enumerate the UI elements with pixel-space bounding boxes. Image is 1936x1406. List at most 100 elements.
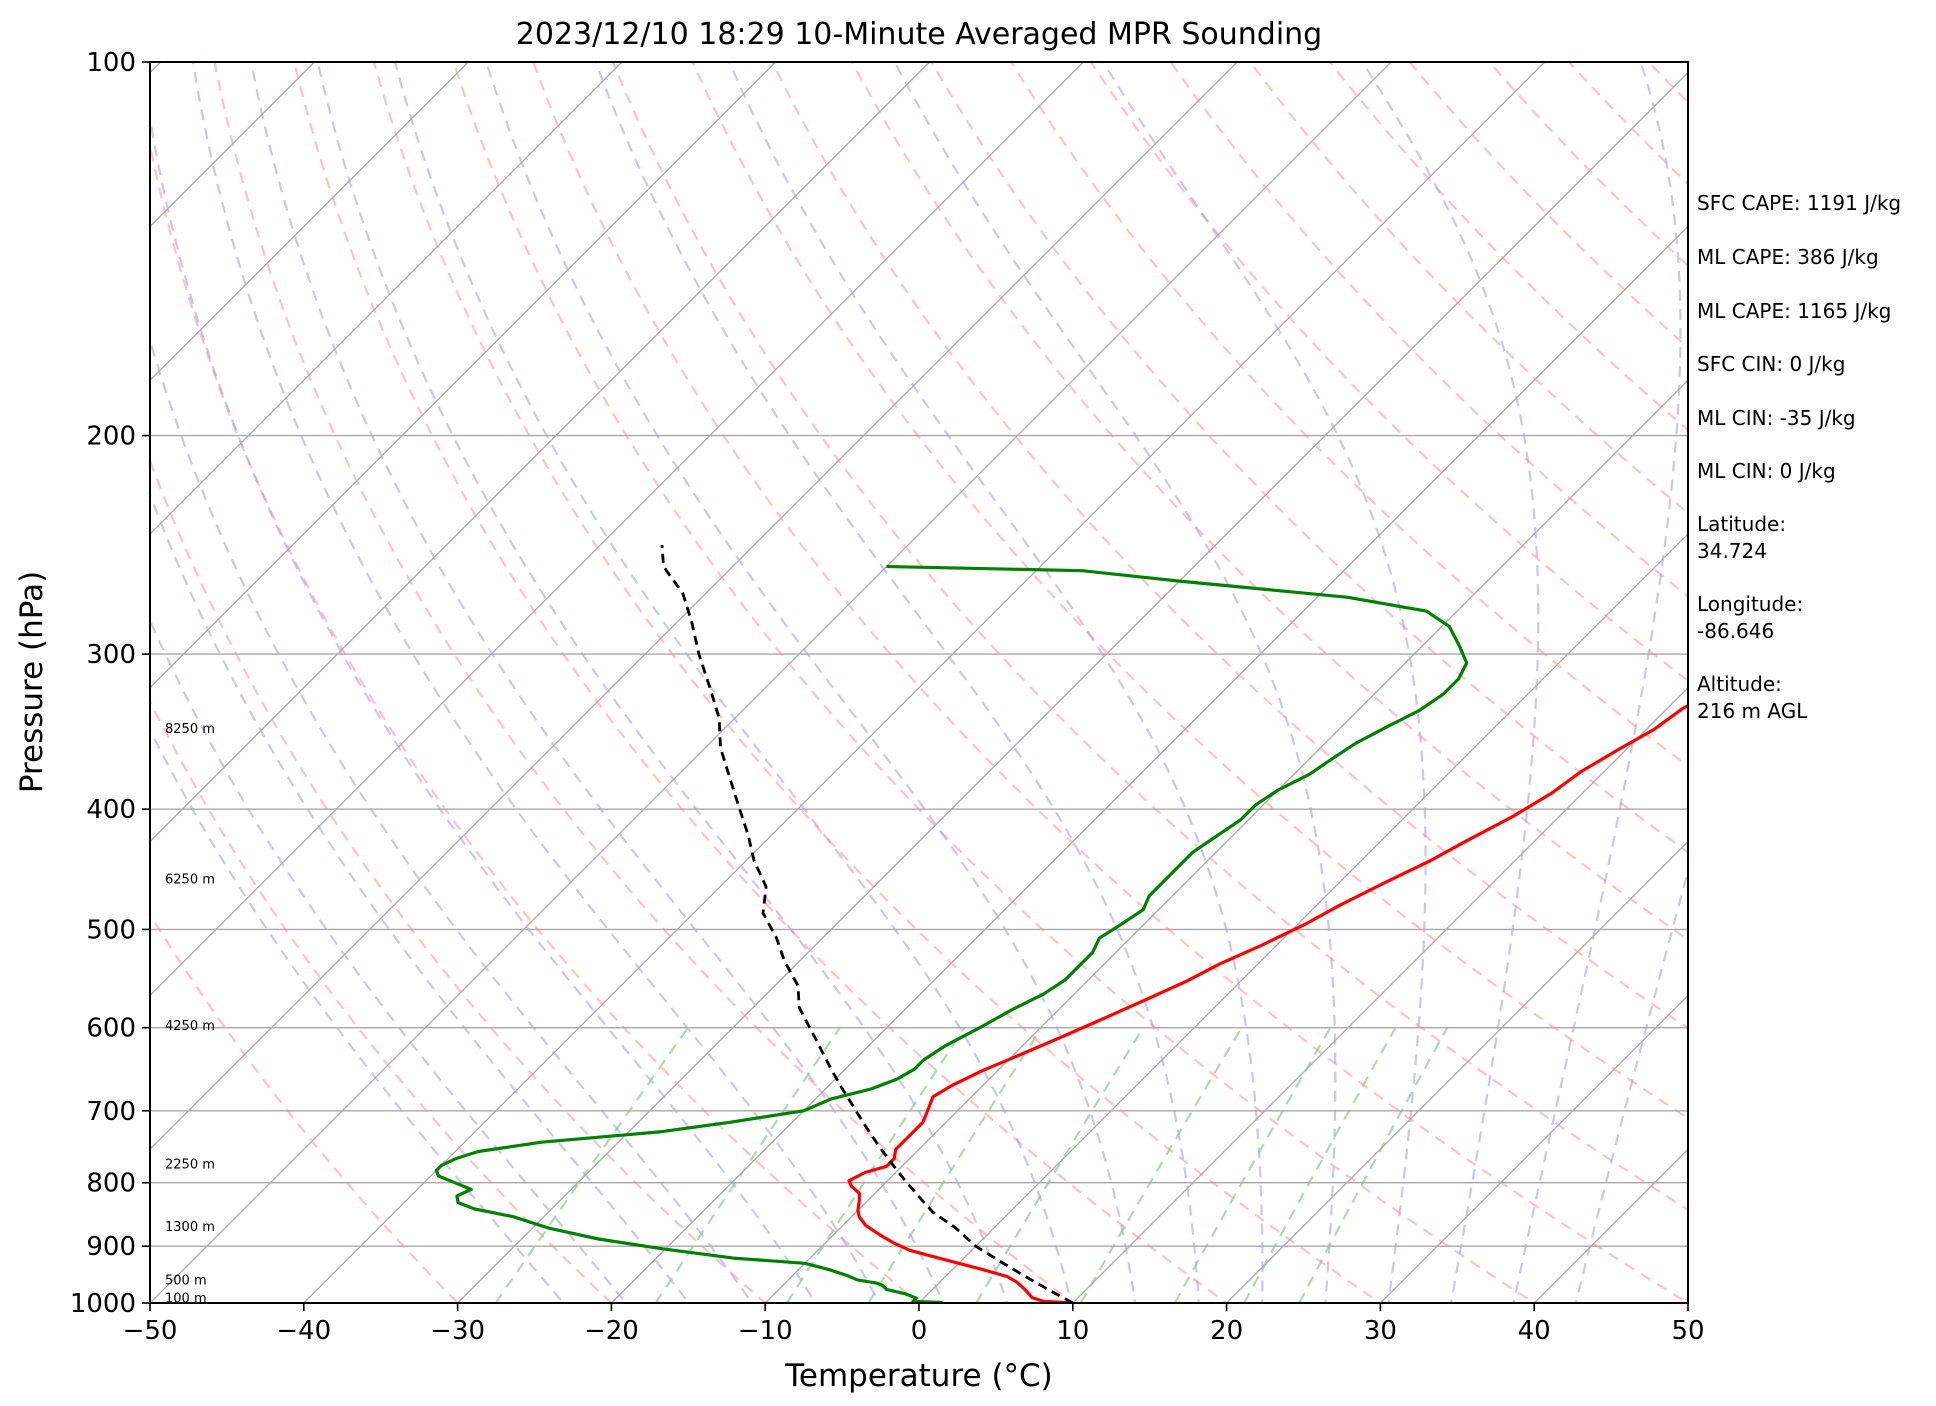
y-axis-label: Pressure (hPa) [14,571,50,793]
isotherm [303,62,1546,1303]
chart-title: 2023/12/10 18:29 10-Minute Averaged MPR … [516,17,1322,52]
mixing-ratio-line [786,1027,966,1303]
dry-adiabat [611,62,1688,1212]
isotherm [1226,840,1688,1303]
dry-adiabat [771,62,1688,1030]
isotherm [918,533,1688,1303]
height-label: 500 m [165,1273,207,1288]
dry-adiabat [150,457,767,1303]
mixing-ratio-line [1243,1027,1397,1303]
mixing-ratio-line [975,1027,1145,1303]
moist-adiabat [594,62,1200,1303]
x-tick-label: −40 [276,1316,331,1346]
y-axis: 1000 900 800 700 600 500 400 300 200 100 [70,48,150,1319]
mixing-ratio-line [1298,1027,1449,1303]
sfc-cape: SFC CAPE: 1191 J/kg [1697,191,1901,215]
isotherm [150,62,623,535]
altitude-value: 216 m AGL [1697,699,1808,723]
isotherm [0,62,7,1303]
mixing-ratio-line [1079,1027,1243,1303]
mixing-ratio-line [867,1027,1043,1303]
x-axis: −50 −40 −30 −20 −10 0 10 20 30 40 50 [123,1303,1705,1346]
y-tick-label: 500 [86,915,136,945]
ml-cape-2: ML CAPE: 1165 J/kg [1697,299,1891,323]
altitude-label: Altitude: [1697,672,1782,696]
series-line-1 [847,703,1688,1303]
mixing-ratio-line [494,1027,689,1303]
sounding-traces [434,544,1688,1303]
height-label: 1300 m [165,1220,215,1235]
moist-adiabat [316,62,1009,1303]
height-label: 4250 m [165,1019,215,1034]
moist-adiabat [728,62,1264,1303]
dry-adiabat [150,699,614,1303]
isotherm [150,62,1392,1303]
isotherm [150,62,931,843]
height-label: 2250 m [165,1158,215,1173]
y-tick-label: 400 [86,795,136,825]
isotherm [764,379,1688,1303]
height-label: 100 m [165,1292,207,1307]
plot-frame [149,61,1689,1304]
isotherm [150,62,1238,1151]
moist-adiabat [893,62,1337,1303]
y-tick-label: 700 [86,1097,136,1127]
x-axis-label: Temperature (°C) [784,1358,1053,1394]
x-tick-label: −30 [430,1316,485,1346]
moist-adiabat [1361,62,1540,1303]
dry-adiabat [1169,62,1688,598]
latitude-value: 34.724 [1697,539,1767,563]
y-tick-label: 300 [86,640,136,670]
background-lines [0,62,1688,1303]
moist-adiabat [150,618,628,1303]
y-tick-label: 200 [86,422,136,452]
info-panel: SFC CAPE: 1191 J/kg ML CAPE: 386 J/kg ML… [1697,191,1901,723]
x-tick-label: −20 [584,1316,639,1346]
dry-adiabat [1089,62,1688,683]
dry-adiabat [150,140,921,1303]
x-tick-label: 40 [1518,1316,1551,1346]
x-tick-label: 0 [911,1316,928,1346]
longitude-value: -86.646 [1697,619,1774,643]
y-tick-label: 600 [86,1014,136,1044]
latitude-label: Latitude: [1697,512,1786,536]
dry-adiabat [213,62,1075,1303]
isotherm [150,62,1084,997]
mixing-ratio-line [654,1027,841,1303]
x-tick-label: 20 [1210,1316,1243,1346]
sfc-cin: SFC CIN: 0 J/kg [1697,352,1845,376]
series-line-3 [660,544,1074,1303]
height-label: 8250 m [165,722,215,737]
dry-adiabat [1329,62,1688,432]
moist-adiabat [393,62,1073,1303]
mixing-ratio-line [1173,1027,1332,1303]
y-tick-label: 800 [86,1169,136,1199]
moist-adiabat [1512,62,1682,1303]
isotherm [1379,994,1688,1303]
isotherm [150,62,777,689]
longitude-label: Longitude: [1697,592,1803,616]
isotherm [610,225,1688,1303]
x-tick-label: 30 [1364,1316,1397,1346]
ml-cin-1: ML CIN: -35 J/kg [1697,406,1856,430]
ml-cape-1: ML CAPE: 386 J/kg [1697,245,1879,269]
height-labels: 100 m 500 m 1300 m 2250 m 4250 m 6250 m 8250 m [165,722,215,1307]
series-line-2 [434,564,1469,1303]
pressure-gridlines [150,62,1688,1303]
moist-adiabat [485,62,1137,1303]
ml-cin-2: ML CIN: 0 J/kg [1697,459,1836,483]
dry-adiabat [1408,62,1688,350]
moist-adiabat [150,727,565,1303]
dry-adiabat [293,62,1229,1303]
isotherm [150,62,469,382]
y-tick-label: 100 [86,48,136,78]
dry-adiabat [372,62,1383,1303]
dry-adiabat [452,62,1537,1303]
x-tick-label: −10 [738,1316,793,1346]
dry-adiabat [532,62,1688,1303]
x-tick-label: 50 [1671,1316,1704,1346]
dry-adiabat [1249,62,1688,515]
x-tick-label: −50 [123,1316,178,1346]
x-tick-label: 10 [1056,1316,1089,1346]
